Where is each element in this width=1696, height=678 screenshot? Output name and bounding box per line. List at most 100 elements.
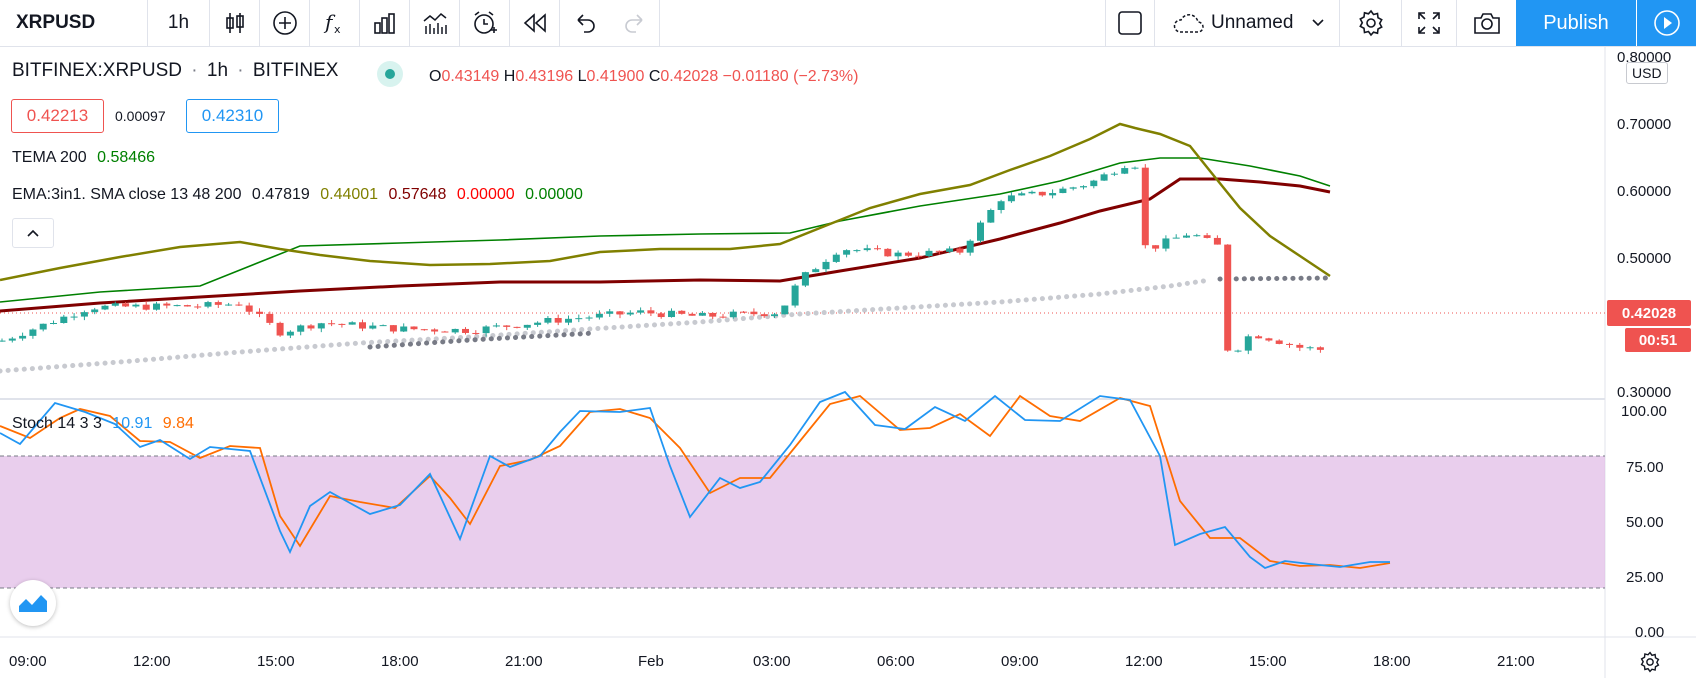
candle-body bbox=[111, 303, 119, 306]
candle-body bbox=[1007, 195, 1015, 202]
stoch-legend[interactable]: Stoch 14 3 3 10.91 9.84 bbox=[12, 415, 194, 433]
main-legend: BITFINEX:XRPUSD · 1h · BITFINEX bbox=[12, 60, 338, 82]
candle-body bbox=[843, 250, 851, 255]
select-layout-button[interactable] bbox=[1105, 0, 1155, 46]
candle-body bbox=[0, 340, 6, 342]
candle-body bbox=[698, 312, 706, 316]
time-tick: 09:00 bbox=[9, 653, 47, 670]
tradingview-logo[interactable] bbox=[10, 580, 56, 626]
candle-body bbox=[410, 326, 418, 330]
candle-body bbox=[1296, 344, 1304, 348]
candle-body bbox=[523, 324, 531, 328]
stoch-tick: 75.00 bbox=[1626, 459, 1664, 476]
templates-button[interactable] bbox=[410, 0, 460, 46]
candle-body bbox=[1121, 168, 1129, 174]
layout-name: Unnamed bbox=[1211, 12, 1294, 33]
candle-body bbox=[595, 313, 603, 318]
high-label: H bbox=[503, 68, 516, 85]
candle-body bbox=[575, 318, 583, 320]
candle-body bbox=[400, 326, 408, 332]
candle-body bbox=[822, 261, 830, 270]
currency-label[interactable]: USD bbox=[1626, 62, 1668, 84]
candle-body bbox=[245, 305, 253, 312]
compare-button[interactable] bbox=[360, 0, 410, 46]
settings-icon bbox=[1358, 9, 1383, 37]
candle-body bbox=[214, 302, 222, 305]
candle-body bbox=[1265, 338, 1273, 341]
candle-body bbox=[1152, 245, 1160, 249]
candle-body bbox=[379, 325, 387, 327]
market-status-icon[interactable] bbox=[377, 61, 403, 87]
candle-body bbox=[647, 310, 655, 314]
stoch-d-value: 9.84 bbox=[162, 415, 194, 432]
low-label: L bbox=[577, 68, 587, 85]
collapse-legend-button[interactable] bbox=[12, 218, 54, 248]
candle-body bbox=[668, 310, 675, 318]
replay-button[interactable] bbox=[510, 0, 560, 46]
candle-body bbox=[50, 323, 57, 325]
candle-body bbox=[884, 248, 892, 257]
candle-body bbox=[1018, 193, 1026, 196]
price-tick: 0.80000 bbox=[1617, 49, 1672, 66]
ema-legend[interactable]: EMA:3in1. SMA close 13 48 200 0.47819 0.… bbox=[12, 186, 583, 204]
time-tick: 15:00 bbox=[257, 653, 295, 670]
interval-button[interactable]: 1h bbox=[148, 0, 210, 46]
tema-legend[interactable]: TEMA 200 0.58466 bbox=[12, 149, 155, 167]
legend-symbol[interactable]: BITFINEX:XRPUSD bbox=[12, 60, 182, 81]
settings-button[interactable] bbox=[1340, 0, 1402, 46]
alert-button[interactable] bbox=[460, 0, 510, 46]
candle-body bbox=[70, 316, 78, 318]
undo-button[interactable] bbox=[560, 0, 610, 46]
collapse-icon bbox=[27, 229, 39, 237]
redo-button[interactable] bbox=[610, 0, 660, 46]
candle-body bbox=[1286, 343, 1293, 345]
chart-settings-button[interactable] bbox=[1636, 648, 1664, 676]
candle-body bbox=[462, 328, 469, 333]
candles-group bbox=[0, 164, 1324, 355]
redo-icon bbox=[624, 14, 643, 33]
candle-body bbox=[1131, 167, 1139, 169]
layout-name-button[interactable]: Unnamed bbox=[1155, 0, 1340, 46]
compare-icon bbox=[373, 13, 395, 34]
camera-icon bbox=[1473, 13, 1500, 34]
candle-body bbox=[153, 303, 160, 310]
chart-canvas[interactable] bbox=[0, 46, 1696, 678]
close-label: C bbox=[648, 68, 661, 85]
candle-body bbox=[853, 250, 861, 252]
candle-body bbox=[1306, 347, 1314, 349]
snapshot-button[interactable] bbox=[1457, 0, 1516, 46]
bar-countdown: 00:51 bbox=[1625, 328, 1691, 352]
candle-body bbox=[1090, 180, 1098, 187]
chart-type-button[interactable] bbox=[210, 0, 260, 46]
candle-body bbox=[585, 317, 593, 319]
add-indicator-button[interactable] bbox=[260, 0, 310, 46]
candle-body bbox=[173, 305, 181, 307]
candle-body bbox=[966, 240, 974, 253]
change-value: −0.01180 (−2.73%) bbox=[722, 68, 859, 85]
candle-body bbox=[791, 285, 799, 306]
candle-body bbox=[472, 332, 480, 334]
candle-body bbox=[1203, 235, 1211, 238]
time-axis[interactable]: 09:00 12:00 15:00 18:00 21:00 Feb 03:00 … bbox=[0, 646, 1605, 678]
stoch-tick: 25.00 bbox=[1626, 569, 1664, 586]
svg-text:x: x bbox=[334, 23, 341, 36]
sell-button[interactable]: 0.42213 bbox=[11, 99, 104, 133]
fullscreen-button[interactable] bbox=[1402, 0, 1457, 46]
publish-button[interactable]: Publish bbox=[1516, 0, 1636, 46]
candle-body bbox=[163, 303, 171, 306]
candle-body bbox=[771, 314, 778, 317]
buy-button[interactable]: 0.42310 bbox=[186, 99, 279, 133]
symbol-search-button[interactable]: XRPUSD bbox=[0, 0, 148, 46]
candle-body bbox=[1080, 186, 1087, 188]
candle-body bbox=[1275, 340, 1283, 344]
legend-sep: · bbox=[191, 60, 198, 81]
stoch-tick: 50.00 bbox=[1626, 514, 1664, 531]
publish-video-button[interactable] bbox=[1637, 0, 1696, 46]
candle-body bbox=[626, 312, 634, 315]
candle-body bbox=[987, 210, 995, 223]
cloud-icon bbox=[1173, 14, 1204, 33]
bar-replay-icon bbox=[423, 12, 447, 34]
candle-body bbox=[513, 326, 521, 328]
candle-body bbox=[1162, 238, 1170, 249]
